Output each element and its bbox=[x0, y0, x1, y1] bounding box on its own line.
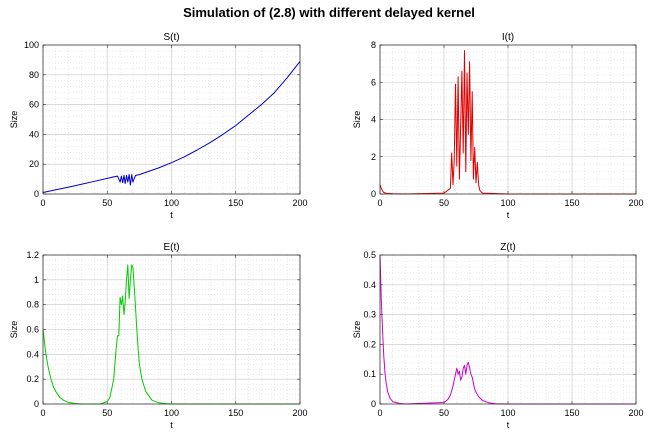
series-line-z bbox=[379, 254, 636, 405]
subplot-i: 0 50 100 150 200 0 2 4 6 8 I(t) t Size bbox=[352, 32, 644, 220]
x-tick-label-e: 100 bbox=[164, 408, 179, 418]
axes-box-z bbox=[379, 254, 637, 405]
x-axis-label-i: t bbox=[507, 210, 510, 220]
subplot-e: 0 50 100 150 200 0 0.2 0.4 0.6 0.8 1 1.2 E(t) t Size bbox=[9, 242, 308, 430]
x-axis-label-e: t bbox=[170, 420, 173, 430]
x-tick-label-z: 200 bbox=[628, 408, 643, 418]
x-tick-label-z: 50 bbox=[439, 408, 449, 418]
y-tick-label-i: 4 bbox=[371, 115, 376, 125]
subplot-title-i: I(t) bbox=[502, 32, 514, 43]
subplot-s: 0 50 100 150 200 0 20 40 60 80 100 S(t) t Size bbox=[9, 32, 308, 220]
x-tick-label-i: 200 bbox=[628, 198, 643, 208]
x-tick-label-i: 50 bbox=[439, 198, 449, 208]
x-tick-label-i: 100 bbox=[500, 198, 515, 208]
y-tick-label-z: 0.1 bbox=[363, 369, 376, 379]
y-axis-label-i: Size bbox=[352, 111, 362, 129]
x-tick-label-e: 200 bbox=[292, 408, 307, 418]
x-tick-label-e: 0 bbox=[40, 408, 45, 418]
y-tick-label-s: 60 bbox=[29, 100, 39, 110]
figure-title: Simulation of (2.8) with different delay… bbox=[183, 5, 475, 20]
x-tick-label-z: 150 bbox=[564, 408, 579, 418]
y-tick-label-z: 0.4 bbox=[363, 280, 376, 290]
y-tick-label-i: 2 bbox=[371, 152, 376, 162]
y-axis-label-z: Size bbox=[352, 321, 362, 339]
y-tick-label-s: 80 bbox=[29, 70, 39, 80]
y-tick-label-z: 0.2 bbox=[363, 339, 376, 349]
y-tick-label-s: 40 bbox=[29, 129, 39, 139]
y-tick-label-z: 0.3 bbox=[363, 310, 376, 320]
series-line-s bbox=[42, 61, 301, 193]
y-tick-label-i: 8 bbox=[371, 40, 376, 50]
x-tick-label-s: 150 bbox=[228, 198, 243, 208]
axes-box-s bbox=[42, 44, 301, 195]
y-tick-label-e: 1.2 bbox=[26, 250, 39, 260]
y-tick-label-s: 20 bbox=[29, 159, 39, 169]
y-tick-label-e: 0.2 bbox=[26, 374, 39, 384]
y-tick-label-z: 0 bbox=[371, 399, 376, 409]
y-axis-label-s: Size bbox=[9, 111, 19, 129]
y-tick-label-i: 6 bbox=[371, 77, 376, 87]
x-axis-label-s: t bbox=[170, 210, 173, 220]
y-axis-label-e: Size bbox=[9, 321, 19, 339]
axes-box-i bbox=[379, 44, 637, 195]
y-tick-label-e: 0.8 bbox=[26, 300, 39, 310]
y-tick-label-e: 0.6 bbox=[26, 325, 39, 335]
y-tick-label-s: 100 bbox=[24, 40, 39, 50]
x-tick-label-z: 100 bbox=[500, 408, 515, 418]
series-line-e bbox=[42, 264, 300, 405]
x-tick-label-s: 100 bbox=[164, 198, 179, 208]
subplot-title-z: Z(t) bbox=[500, 242, 516, 253]
x-tick-label-z: 0 bbox=[377, 408, 382, 418]
x-tick-label-s: 0 bbox=[40, 198, 45, 208]
x-tick-label-s: 50 bbox=[102, 198, 112, 208]
y-tick-label-i: 0 bbox=[371, 189, 376, 199]
y-tick-label-z: 0.5 bbox=[363, 250, 376, 260]
x-tick-label-i: 150 bbox=[564, 198, 579, 208]
subplot-title-e: E(t) bbox=[163, 242, 179, 253]
x-tick-label-e: 50 bbox=[102, 408, 112, 418]
y-tick-label-s: 0 bbox=[34, 189, 39, 199]
y-tick-label-e: 0.4 bbox=[26, 349, 39, 359]
x-tick-label-i: 0 bbox=[377, 198, 382, 208]
subplot-title-s: S(t) bbox=[163, 32, 179, 43]
axes-box-e bbox=[42, 254, 301, 405]
x-tick-label-s: 200 bbox=[292, 198, 307, 208]
x-axis-label-z: t bbox=[507, 420, 510, 430]
y-tick-label-e: 0 bbox=[34, 399, 39, 409]
x-tick-label-e: 150 bbox=[228, 408, 243, 418]
subplot-z: 0 50 100 150 200 0 0.1 0.2 0.3 0.4 0.5 Z(t) t Size bbox=[352, 242, 644, 430]
y-tick-label-e: 1 bbox=[34, 275, 39, 285]
